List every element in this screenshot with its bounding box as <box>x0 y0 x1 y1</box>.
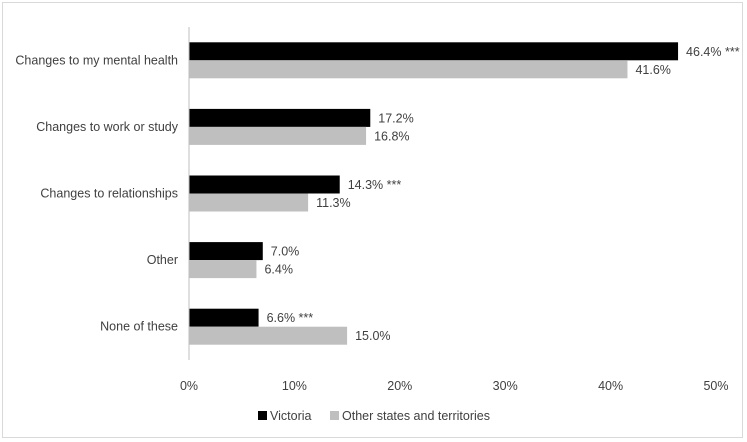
data-label: 46.4% *** <box>686 45 740 59</box>
category-label: Changes to work or study <box>36 120 178 134</box>
data-label: 17.2% <box>378 111 413 125</box>
bars <box>189 42 679 345</box>
bar-victoria <box>189 42 679 61</box>
data-label: 6.6% *** <box>267 311 314 325</box>
x-tick-label: 0% <box>180 379 198 393</box>
category-label: None of these <box>100 320 178 334</box>
legend-label: Victoria <box>270 409 312 423</box>
bar-victoria <box>189 175 340 194</box>
data-label: 7.0% <box>271 245 300 259</box>
data-labels: 46.4% *** 41.6% 17.2% 16.8% 14.3% *** 11.3% 7.… <box>264 45 739 343</box>
category-labels: Changes to my mental health Changes to wo… <box>15 53 178 333</box>
bar-other-states <box>189 326 348 345</box>
data-label: 15.0% <box>355 329 390 343</box>
category-label: Changes to my mental health <box>15 53 178 67</box>
bar-other-states <box>189 260 257 279</box>
data-label: 14.3% *** <box>348 178 402 192</box>
x-tick-label: 50% <box>703 379 728 393</box>
x-tick-label: 30% <box>493 379 518 393</box>
legend-swatch <box>330 411 339 420</box>
x-axis-ticks: 0% 10% 20% 30% 40% 50% <box>180 379 729 393</box>
category-label: Changes to relationships <box>40 187 178 201</box>
bar-victoria <box>189 108 371 127</box>
bar-other-states <box>189 60 628 79</box>
data-label: 16.8% <box>374 129 409 143</box>
legend-swatch <box>258 411 267 420</box>
x-tick-label: 40% <box>598 379 623 393</box>
legend-label: Other states and territories <box>342 409 490 423</box>
x-tick-label: 10% <box>282 379 307 393</box>
chart-frame <box>2 2 743 438</box>
data-label: 6.4% <box>264 263 293 277</box>
bar-victoria <box>189 308 259 327</box>
legend: Victoria Other states and territories <box>258 409 490 423</box>
bar-victoria <box>189 242 263 261</box>
x-tick-label: 20% <box>387 379 412 393</box>
bar-other-states <box>189 126 367 145</box>
data-label: 11.3% <box>316 196 351 210</box>
data-label: 41.6% <box>635 63 670 77</box>
bar-other-states <box>189 193 309 212</box>
category-label: Other <box>147 253 178 267</box>
